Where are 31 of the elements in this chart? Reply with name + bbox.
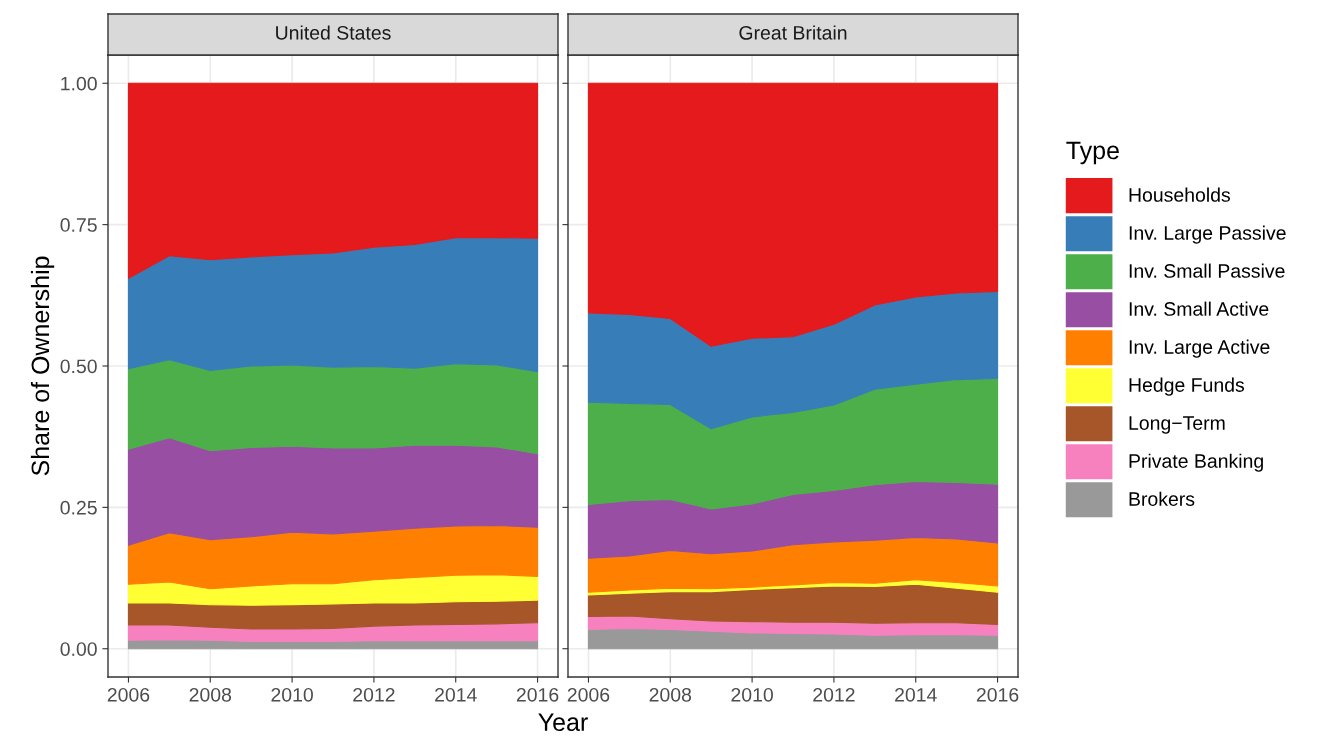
- x-tick-label: 2014: [895, 687, 937, 702]
- y-tick-label: 0.50: [60, 359, 97, 374]
- legend-title: Type: [1066, 141, 1119, 165]
- x-tick-label: 2014: [435, 687, 477, 702]
- y-tick-label: 0.75: [60, 218, 97, 232]
- legend-label: Inv. Small Passive: [1129, 263, 1285, 278]
- x-tick-label: 2012: [813, 687, 855, 702]
- legend-label: Hedge Funds: [1129, 377, 1245, 396]
- x-tick-label: 2006: [107, 687, 150, 702]
- legend-label: Private Banking: [1129, 453, 1263, 472]
- x-axis-title: Year: [538, 713, 588, 732]
- x-tick-label: 2016: [516, 687, 559, 702]
- chart-title: Great Britain: [739, 25, 847, 40]
- y-axis-title: Share of Ownership: [30, 256, 55, 476]
- x-tick-label: 2010: [271, 687, 313, 702]
- x-tick-label: 2012: [353, 687, 395, 702]
- legend-label: Inv. Large Passive: [1129, 225, 1286, 244]
- x-tick-label: 2008: [649, 687, 692, 702]
- y-tick-label: 1.00: [61, 76, 97, 91]
- x-tick-label: 2016: [976, 687, 1019, 702]
- x-tick-label: 2008: [189, 687, 232, 702]
- x-tick-label: 2006: [567, 687, 610, 702]
- x-tick-label: 2010: [731, 687, 773, 702]
- legend-label: Inv. Small Active: [1129, 301, 1269, 316]
- y-tick-label: 0.00: [60, 642, 97, 656]
- legend-label: Inv. Large Active: [1129, 339, 1270, 358]
- legend-label: Households: [1129, 187, 1230, 202]
- legend-label: Long−Term: [1129, 416, 1225, 434]
- y-tick-label: 0.25: [60, 500, 97, 515]
- chart-title: United States: [276, 25, 391, 40]
- legend-label: Brokers: [1129, 491, 1195, 506]
